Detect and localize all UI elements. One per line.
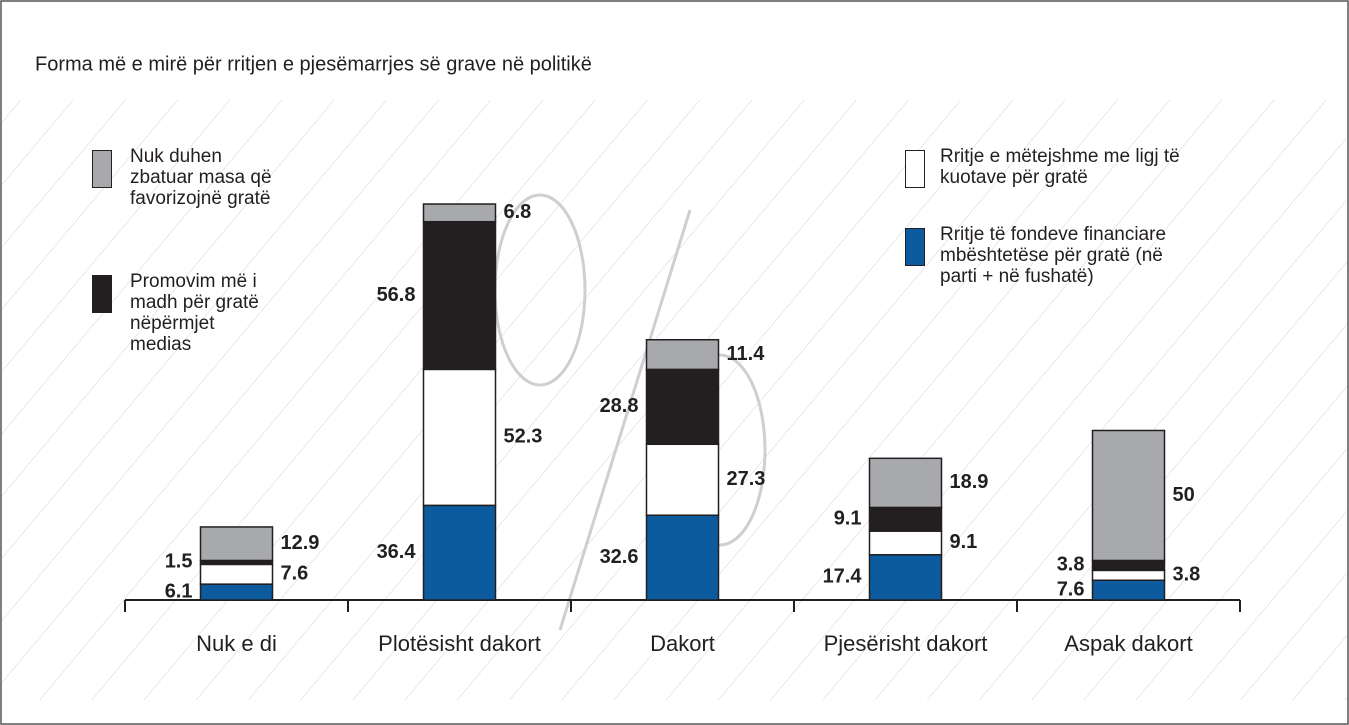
bar-segment — [1091, 429, 1166, 562]
bar-segment — [422, 368, 497, 507]
value-label: 6.1 — [165, 580, 193, 602]
chart-title: Forma më e mirë për rritjen e pjesëmarrj… — [35, 53, 592, 75]
value-label: 27.3 — [727, 468, 766, 490]
bar-segment — [645, 368, 720, 446]
x-tick-label: Pjesërisht dakort — [824, 631, 988, 656]
value-label: 11.4 — [727, 343, 766, 365]
bar-segment — [645, 443, 720, 516]
x-tick-label: Nuk e di — [196, 631, 277, 656]
bar-segment — [422, 504, 497, 601]
value-label: 6.8 — [504, 201, 532, 223]
value-label: 3.8 — [1173, 564, 1201, 586]
value-label: 28.8 — [600, 395, 639, 417]
bar-segment — [422, 220, 497, 371]
legend-label: Nuk duhen zbatuar masa që favorizojnë gr… — [130, 146, 272, 209]
bar-segment — [868, 457, 943, 509]
bar-segment — [199, 526, 274, 562]
legend-label: Rritje e mëtejshme me ligj të kuotave pë… — [940, 146, 1180, 188]
bar-segment — [199, 583, 274, 601]
bar-segment — [868, 530, 943, 556]
value-label: 12.9 — [281, 532, 320, 554]
bar-segment — [645, 338, 720, 371]
bar-segment — [422, 203, 497, 223]
bar-segment — [645, 514, 720, 601]
value-label: 7.6 — [281, 563, 309, 585]
bar-segment — [1091, 559, 1166, 572]
value-label: 36.4 — [377, 541, 417, 563]
bar-segment — [1091, 579, 1166, 601]
value-label: 3.8 — [1057, 554, 1085, 576]
value-label: 1.5 — [165, 551, 193, 573]
legend-label: Promovim më i madh për gratë nëpërmjet m… — [130, 271, 259, 355]
bar-segment — [199, 563, 274, 585]
legend-swatch — [92, 275, 112, 313]
x-tick-label: Plotësisht dakort — [378, 631, 541, 656]
value-label: 9.1 — [834, 508, 862, 530]
value-label: 56.8 — [377, 284, 416, 306]
value-label: 7.6 — [1057, 578, 1085, 600]
value-label: 17.4 — [823, 566, 863, 588]
value-label: 52.3 — [504, 426, 543, 448]
x-tick-label: Aspak dakort — [1064, 631, 1192, 656]
bar-segment — [1091, 569, 1166, 581]
bar-segment — [868, 506, 943, 532]
legend-swatch — [905, 228, 925, 266]
legend-swatch — [905, 150, 925, 188]
value-label: 9.1 — [950, 531, 978, 553]
value-label: 18.9 — [950, 471, 989, 493]
value-label: 32.6 — [600, 546, 639, 568]
bar-segment — [868, 554, 943, 601]
value-label: 50 — [1173, 484, 1195, 506]
legend-swatch — [92, 150, 112, 188]
legend-label: Rritje të fondeve financiare mbështetëse… — [940, 224, 1167, 287]
x-tick-label: Dakort — [650, 631, 715, 656]
